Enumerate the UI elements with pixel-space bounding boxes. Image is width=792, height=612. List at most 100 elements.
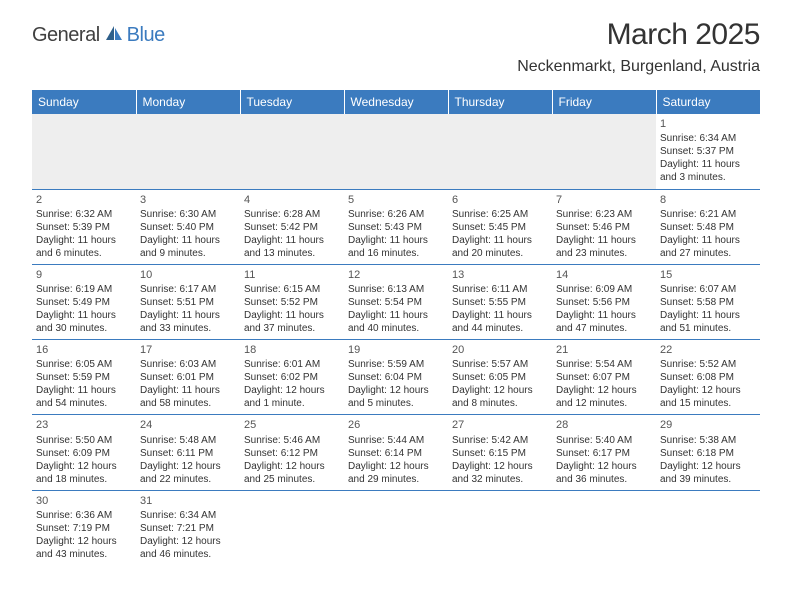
sunset-text: Sunset: 6:11 PM <box>140 447 236 460</box>
sunrise-text: Sunrise: 6:15 AM <box>244 283 340 296</box>
sunrise-text: Sunrise: 5:52 AM <box>660 358 756 371</box>
calendar-empty <box>240 114 344 189</box>
sunset-text: Sunset: 5:51 PM <box>140 296 236 309</box>
day-number: 26 <box>348 418 444 432</box>
daylight-text: Daylight: 12 hours and 36 minutes. <box>556 460 652 486</box>
daylight-text: Daylight: 11 hours and 30 minutes. <box>36 309 132 335</box>
sunset-text: Sunset: 5:55 PM <box>452 296 548 309</box>
calendar-body: 1Sunrise: 6:34 AMSunset: 5:37 PMDaylight… <box>32 114 760 565</box>
sunrise-text: Sunrise: 6:34 AM <box>140 509 236 522</box>
sunset-text: Sunset: 5:58 PM <box>660 296 756 309</box>
daylight-text: Daylight: 11 hours and 6 minutes. <box>36 234 132 260</box>
calendar-day: 5Sunrise: 6:26 AMSunset: 5:43 PMDaylight… <box>344 189 448 264</box>
calendar-day: 14Sunrise: 6:09 AMSunset: 5:56 PMDayligh… <box>552 264 656 339</box>
weekday-header-row: SundayMondayTuesdayWednesdayThursdayFrid… <box>32 90 760 114</box>
sunset-text: Sunset: 5:40 PM <box>140 221 236 234</box>
weekday-header: Wednesday <box>344 90 448 114</box>
daylight-text: Daylight: 12 hours and 8 minutes. <box>452 384 548 410</box>
day-number: 10 <box>140 268 236 282</box>
sunrise-text: Sunrise: 5:42 AM <box>452 434 548 447</box>
month-title: March 2025 <box>517 18 760 52</box>
sunrise-text: Sunrise: 6:11 AM <box>452 283 548 296</box>
day-number: 23 <box>36 418 132 432</box>
calendar-day: 30Sunrise: 6:36 AMSunset: 7:19 PMDayligh… <box>32 490 136 565</box>
sunrise-text: Sunrise: 5:48 AM <box>140 434 236 447</box>
calendar-day: 28Sunrise: 5:40 AMSunset: 6:17 PMDayligh… <box>552 415 656 490</box>
calendar-empty <box>448 114 552 189</box>
sunset-text: Sunset: 6:07 PM <box>556 371 652 384</box>
weekday-header: Thursday <box>448 90 552 114</box>
sunset-text: Sunset: 6:14 PM <box>348 447 444 460</box>
day-number: 5 <box>348 193 444 207</box>
calendar-table: SundayMondayTuesdayWednesdayThursdayFrid… <box>32 90 760 565</box>
calendar-empty <box>448 490 552 565</box>
calendar-row: 9Sunrise: 6:19 AMSunset: 5:49 PMDaylight… <box>32 264 760 339</box>
calendar-day: 23Sunrise: 5:50 AMSunset: 6:09 PMDayligh… <box>32 415 136 490</box>
daylight-text: Daylight: 11 hours and 33 minutes. <box>140 309 236 335</box>
daylight-text: Daylight: 12 hours and 25 minutes. <box>244 460 340 486</box>
calendar-empty <box>344 490 448 565</box>
day-number: 28 <box>556 418 652 432</box>
sunset-text: Sunset: 6:04 PM <box>348 371 444 384</box>
sunset-text: Sunset: 6:02 PM <box>244 371 340 384</box>
daylight-text: Daylight: 12 hours and 29 minutes. <box>348 460 444 486</box>
day-number: 8 <box>660 193 756 207</box>
daylight-text: Daylight: 11 hours and 16 minutes. <box>348 234 444 260</box>
day-number: 27 <box>452 418 548 432</box>
sunset-text: Sunset: 6:12 PM <box>244 447 340 460</box>
daylight-text: Daylight: 11 hours and 20 minutes. <box>452 234 548 260</box>
sunset-text: Sunset: 7:19 PM <box>36 522 132 535</box>
sunrise-text: Sunrise: 5:57 AM <box>452 358 548 371</box>
day-number: 15 <box>660 268 756 282</box>
day-number: 21 <box>556 343 652 357</box>
daylight-text: Daylight: 11 hours and 37 minutes. <box>244 309 340 335</box>
sunrise-text: Sunrise: 6:34 AM <box>660 132 756 145</box>
day-number: 3 <box>140 193 236 207</box>
calendar-day: 8Sunrise: 6:21 AMSunset: 5:48 PMDaylight… <box>656 189 760 264</box>
sunrise-text: Sunrise: 6:07 AM <box>660 283 756 296</box>
title-block: March 2025 Neckenmarkt, Burgenland, Aust… <box>517 18 760 76</box>
location: Neckenmarkt, Burgenland, Austria <box>517 58 760 76</box>
sunrise-text: Sunrise: 6:25 AM <box>452 208 548 221</box>
sunset-text: Sunset: 6:17 PM <box>556 447 652 460</box>
sunrise-text: Sunrise: 6:01 AM <box>244 358 340 371</box>
calendar-day: 13Sunrise: 6:11 AMSunset: 5:55 PMDayligh… <box>448 264 552 339</box>
logo-sail-icon <box>104 24 124 47</box>
calendar-row: 2Sunrise: 6:32 AMSunset: 5:39 PMDaylight… <box>32 189 760 264</box>
sunset-text: Sunset: 5:56 PM <box>556 296 652 309</box>
daylight-text: Daylight: 11 hours and 54 minutes. <box>36 384 132 410</box>
daylight-text: Daylight: 12 hours and 18 minutes. <box>36 460 132 486</box>
calendar-row: 1Sunrise: 6:34 AMSunset: 5:37 PMDaylight… <box>32 114 760 189</box>
daylight-text: Daylight: 12 hours and 12 minutes. <box>556 384 652 410</box>
daylight-text: Daylight: 11 hours and 23 minutes. <box>556 234 652 260</box>
day-number: 9 <box>36 268 132 282</box>
daylight-text: Daylight: 11 hours and 40 minutes. <box>348 309 444 335</box>
sunset-text: Sunset: 7:21 PM <box>140 522 236 535</box>
sunrise-text: Sunrise: 6:03 AM <box>140 358 236 371</box>
day-number: 7 <box>556 193 652 207</box>
sunrise-text: Sunrise: 6:26 AM <box>348 208 444 221</box>
calendar-day: 1Sunrise: 6:34 AMSunset: 5:37 PMDaylight… <box>656 114 760 189</box>
day-number: 29 <box>660 418 756 432</box>
sunset-text: Sunset: 5:59 PM <box>36 371 132 384</box>
day-number: 17 <box>140 343 236 357</box>
sunrise-text: Sunrise: 6:17 AM <box>140 283 236 296</box>
sunset-text: Sunset: 5:49 PM <box>36 296 132 309</box>
calendar-row: 23Sunrise: 5:50 AMSunset: 6:09 PMDayligh… <box>32 415 760 490</box>
daylight-text: Daylight: 11 hours and 27 minutes. <box>660 234 756 260</box>
calendar-empty <box>240 490 344 565</box>
day-number: 1 <box>660 117 756 131</box>
daylight-text: Daylight: 12 hours and 43 minutes. <box>36 535 132 561</box>
calendar-empty <box>656 490 760 565</box>
sunset-text: Sunset: 5:42 PM <box>244 221 340 234</box>
calendar-day: 12Sunrise: 6:13 AMSunset: 5:54 PMDayligh… <box>344 264 448 339</box>
sunrise-text: Sunrise: 5:54 AM <box>556 358 652 371</box>
daylight-text: Daylight: 11 hours and 9 minutes. <box>140 234 236 260</box>
sunset-text: Sunset: 5:37 PM <box>660 145 756 158</box>
calendar-day: 26Sunrise: 5:44 AMSunset: 6:14 PMDayligh… <box>344 415 448 490</box>
daylight-text: Daylight: 12 hours and 1 minute. <box>244 384 340 410</box>
calendar-empty <box>136 114 240 189</box>
sunset-text: Sunset: 5:48 PM <box>660 221 756 234</box>
calendar-day: 31Sunrise: 6:34 AMSunset: 7:21 PMDayligh… <box>136 490 240 565</box>
daylight-text: Daylight: 11 hours and 3 minutes. <box>660 158 756 184</box>
